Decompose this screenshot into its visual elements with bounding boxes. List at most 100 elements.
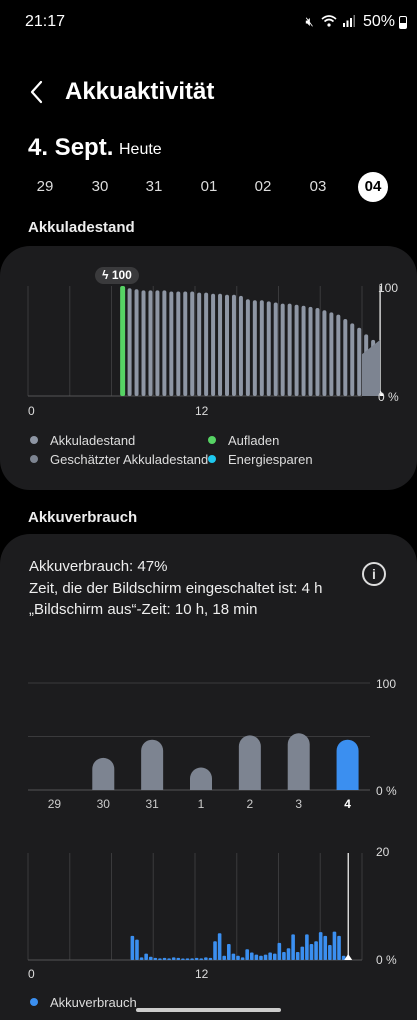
x-label-12: 12 xyxy=(195,404,209,418)
level-bar xyxy=(343,319,348,396)
daily-x-label-29: 29 xyxy=(48,797,62,811)
daily-bar-4 xyxy=(336,739,359,790)
daily-x-label-2: 2 xyxy=(247,797,254,811)
home-indicator[interactable] xyxy=(136,1008,281,1012)
level-bar xyxy=(329,312,334,396)
legend-dot xyxy=(30,998,38,1006)
hourly-bar xyxy=(194,957,199,960)
hourly-bar xyxy=(181,958,185,960)
level-bar xyxy=(308,306,313,396)
hourly-y-min-label: 0 % xyxy=(376,953,397,967)
day-29[interactable]: 29 xyxy=(36,178,54,195)
section-title-battery-level: Akkuladestand xyxy=(28,219,135,236)
hourly-bar xyxy=(222,955,227,960)
hourly-usage-chart xyxy=(27,853,363,961)
level-bar xyxy=(197,292,202,396)
info-icon[interactable]: i xyxy=(362,562,386,586)
daily-x-label-1: 1 xyxy=(198,797,205,811)
hourly-bar xyxy=(337,935,341,960)
hourly-bar xyxy=(158,958,162,960)
charge-badge: ϟ 100 xyxy=(95,267,139,284)
screen-on-time: Zeit, die der Bildschirm eingeschaltet i… xyxy=(29,580,323,597)
day-30[interactable]: 30 xyxy=(91,178,109,195)
hourly-x-label-12: 12 xyxy=(195,967,209,981)
x-label-0: 0 xyxy=(28,404,35,418)
hourly-bar xyxy=(130,935,135,960)
hourly-x-label-0: 0 xyxy=(28,967,35,981)
mute-icon: 🔇︎ xyxy=(305,14,316,29)
hourly-bar xyxy=(144,953,148,960)
legend-label: Akkuladestand xyxy=(50,433,136,448)
hourly-bar xyxy=(208,957,213,960)
hourly-bar xyxy=(277,942,282,960)
status-time: 21:17 xyxy=(25,13,66,30)
charge-badge-value: 100 xyxy=(111,268,132,282)
legend-estimated: Geschätzter Akkuladestand xyxy=(30,452,208,467)
hourly-bar xyxy=(263,954,268,960)
level-bar xyxy=(231,294,236,396)
level-bar xyxy=(134,289,139,396)
day-03[interactable]: 03 xyxy=(309,178,327,195)
hourly-bar xyxy=(139,957,144,960)
day-31[interactable]: 31 xyxy=(145,178,163,195)
level-bar xyxy=(280,303,285,396)
daily-x-label-30: 30 xyxy=(97,797,111,811)
level-bar xyxy=(350,323,355,396)
hourly-bar xyxy=(282,951,286,960)
level-bar xyxy=(176,291,181,396)
hourly-bar xyxy=(291,934,295,960)
hourly-bar xyxy=(268,952,272,960)
level-bar xyxy=(218,293,223,396)
now-marker-triangle xyxy=(344,954,353,960)
level-bar xyxy=(238,295,243,396)
day-01[interactable]: 01 xyxy=(200,178,218,195)
day-selector: 29 30 31 01 02 03 04 xyxy=(20,172,400,204)
chevron-left-icon[interactable] xyxy=(26,78,50,106)
legend-battery-level: Akkuladestand xyxy=(30,433,135,448)
level-bar xyxy=(322,310,327,396)
daily-x-label-3: 3 xyxy=(295,797,302,811)
wifi-icon xyxy=(321,15,337,27)
hourly-bar xyxy=(245,949,249,960)
level-bar xyxy=(301,305,306,396)
hourly-bar xyxy=(167,958,171,960)
day-02[interactable]: 02 xyxy=(254,178,272,195)
selected-date: 4. Sept. xyxy=(28,134,114,161)
daily-usage-chart: 29 30 31 1 2 3 4 xyxy=(28,682,370,811)
hourly-bar xyxy=(286,948,291,960)
hourly-bar xyxy=(249,952,254,960)
hourly-bar xyxy=(305,934,309,960)
level-bar xyxy=(204,292,209,396)
hourly-bar xyxy=(190,958,194,960)
hourly-bar xyxy=(318,932,323,960)
hourly-bar xyxy=(259,955,263,960)
level-bar xyxy=(266,301,271,396)
section-title-battery-usage: Akkuverbrauch xyxy=(28,509,138,526)
header: Akkuaktivität xyxy=(0,70,417,116)
level-bar xyxy=(245,299,250,396)
legend-dot xyxy=(30,455,38,463)
hourly-bar xyxy=(176,957,181,960)
day-04[interactable]: 04 xyxy=(358,172,388,202)
hourly-bar xyxy=(153,957,158,960)
hourly-bar xyxy=(323,935,328,960)
hourly-bar xyxy=(309,943,314,960)
status-battery-percent: 50% xyxy=(362,13,395,30)
hourly-bar xyxy=(332,931,337,960)
hourly-bar xyxy=(300,946,305,960)
level-bar xyxy=(211,293,216,396)
hourly-bar xyxy=(135,939,139,960)
y-min-label: 0 % xyxy=(378,390,399,404)
daily-y-max-label: 100 xyxy=(376,677,397,691)
hourly-bar xyxy=(171,957,176,960)
daily-bar-3 xyxy=(287,733,310,790)
battery-level-card: ϟ 100 100 0 % 0 12 Akkuladestand Auflade… xyxy=(0,246,417,490)
hourly-bar xyxy=(227,943,231,960)
hourly-bar xyxy=(328,945,332,960)
legend-label: Aufladen xyxy=(228,433,280,448)
hourly-bar xyxy=(236,955,240,960)
hourly-bar xyxy=(213,941,217,960)
status-bar: 21:17 🔇︎ 50% xyxy=(0,0,417,44)
level-bar xyxy=(294,304,299,396)
hourly-bar xyxy=(295,951,300,960)
